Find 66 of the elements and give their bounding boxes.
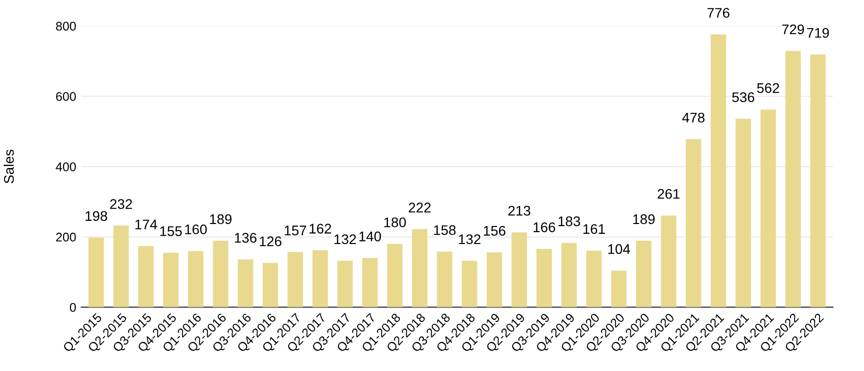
bar [238, 259, 254, 308]
bar [188, 250, 204, 308]
bar [810, 54, 826, 308]
data-label: 156 [484, 226, 506, 236]
data-label: 719 [807, 28, 829, 38]
data-label: 213 [508, 206, 530, 216]
data-label: 180 [384, 217, 406, 228]
y-tick-label: 400 [56, 162, 76, 172]
data-label: 160 [185, 224, 207, 234]
bar [486, 252, 502, 308]
data-label: 140 [359, 232, 381, 242]
data-label: 222 [408, 202, 431, 212]
bar [586, 250, 602, 308]
bar [337, 260, 353, 308]
data-label: 478 [682, 112, 704, 123]
data-label: 174 [135, 220, 158, 230]
bar [736, 118, 752, 308]
data-label: 126 [260, 236, 282, 246]
bar [212, 240, 228, 308]
bar [462, 260, 478, 308]
bar [312, 250, 328, 308]
bar [710, 34, 726, 308]
data-label: 136 [234, 232, 256, 243]
y-tick-label: 600 [56, 92, 76, 101]
data-label: 562 [757, 83, 780, 93]
data-label: 776 [708, 8, 730, 18]
data-label: 183 [558, 216, 580, 226]
data-label: 132 [334, 234, 356, 244]
data-label: 189 [210, 214, 232, 224]
bar [412, 229, 428, 308]
data-label: 104 [608, 244, 630, 254]
bar [686, 139, 702, 308]
data-label: 161 [583, 224, 605, 234]
bar [138, 246, 154, 308]
bar [262, 262, 278, 308]
data-label: 158 [434, 225, 456, 236]
bar [536, 248, 552, 308]
bar [436, 252, 452, 308]
bar [760, 110, 776, 308]
bar [362, 258, 378, 308]
data-label: 198 [86, 211, 108, 221]
bar [113, 226, 129, 308]
bar [611, 270, 627, 308]
data-label: 189 [633, 214, 655, 224]
y-tick-label: 0 [70, 302, 76, 312]
data-label: 157 [284, 226, 306, 236]
bar [785, 50, 801, 308]
bar [288, 252, 303, 308]
data-label: 729 [782, 24, 804, 34]
data-label: 166 [534, 222, 556, 232]
bar [88, 238, 104, 308]
bar [561, 242, 577, 308]
y-tick-label: 800 [56, 22, 76, 31]
bar [387, 244, 403, 308]
data-label: 132 [458, 234, 480, 244]
data-label: 232 [110, 199, 132, 209]
data-label: 261 [658, 188, 680, 199]
bar [636, 240, 652, 308]
data-label: 162 [310, 224, 332, 234]
bar [512, 232, 527, 308]
data-label: 536 [732, 92, 754, 102]
y-tick-label: 200 [56, 232, 76, 242]
bar [660, 215, 676, 308]
bar [163, 252, 179, 308]
data-label: 155 [160, 226, 182, 236]
y-axis-title: Sales [4, 150, 14, 184]
